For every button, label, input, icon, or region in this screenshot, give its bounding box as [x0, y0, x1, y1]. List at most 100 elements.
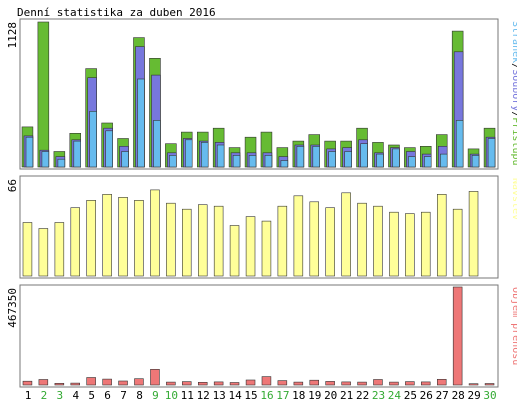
bar-návštěv-day-21 [341, 192, 351, 277]
bar-objem-přenosu-day-24 [389, 381, 399, 386]
panel-2-frame [19, 175, 499, 279]
bar-objem-přenosu-day-20 [325, 381, 335, 386]
bar-objem-přenosu-day-7 [118, 380, 128, 386]
bar-stránek-day-24 [392, 148, 400, 168]
x-tick-label-day-4: 4 [72, 389, 79, 402]
panel-3-legend: Objem přenosu [510, 287, 517, 365]
x-tick-label-day-27: 27 [436, 389, 449, 402]
bar-objem-přenosu-day-22 [357, 381, 367, 386]
bar-stránek-day-19 [312, 146, 320, 168]
x-tick-label-day-2: 2 [41, 389, 48, 402]
bar-stránek-day-5 [89, 111, 97, 168]
bar-objem-přenosu-day-27 [436, 378, 447, 386]
x-tick-label-day-3: 3 [56, 389, 63, 402]
panel-2-legend: Návštěv [510, 178, 517, 220]
x-tick-label-day-15: 15 [244, 389, 257, 402]
bar-návštěv-day-15 [245, 216, 256, 277]
bar-objem-přenosu-day-12 [198, 381, 208, 386]
bar-stránek-day-22 [360, 143, 368, 168]
bar-objem-přenosu-day-23 [373, 379, 383, 386]
bar-návštěv-day-22 [357, 202, 367, 277]
bar-stránek-day-14 [232, 155, 241, 168]
legend-entry: Návštěv [510, 178, 517, 220]
bar-návštěv-day-14 [229, 225, 240, 277]
bar-stránek-day-27 [439, 153, 448, 168]
x-tick-label-day-8: 8 [136, 389, 143, 402]
bar-stránek-day-9 [153, 120, 161, 168]
x-tick-label-day-28: 28 [452, 389, 465, 402]
bar-objem-přenosu-day-19 [309, 379, 319, 386]
bar-stránek-day-30 [487, 138, 496, 168]
legend-entry: Stránek [510, 21, 517, 63]
bar-návštěv-day-10 [166, 202, 176, 277]
bar-stránek-day-28 [455, 120, 464, 168]
bar-objem-přenosu-day-9 [150, 368, 160, 386]
bar-objem-přenosu-day-13 [213, 381, 224, 386]
bar-stránek-day-13 [216, 144, 225, 168]
bar-objem-přenosu-day-8 [134, 378, 144, 386]
x-tick-label-day-17: 17 [276, 389, 289, 402]
bar-stránek-day-15 [248, 155, 257, 168]
bar-návštěv-day-20 [325, 207, 335, 277]
bar-návštěv-day-25 [405, 213, 415, 277]
bar-návštěv-day-13 [213, 205, 224, 277]
bar-objem-přenosu-day-11 [182, 381, 192, 386]
bar-objem-přenosu-day-1 [22, 380, 33, 386]
bar-stránek-day-20 [328, 151, 336, 168]
bar-objem-přenosu-day-4 [70, 382, 81, 386]
bar-stránek-day-8 [137, 78, 145, 168]
bar-objem-přenosu-day-10 [166, 381, 176, 386]
legend-entry: Objem přenosu [510, 287, 517, 365]
bar-stránek-day-11 [185, 139, 193, 168]
panel-1-legend: Stránek/Soubory/Přístupů [510, 21, 517, 166]
bar-objem-přenosu-day-2 [38, 379, 49, 386]
bar-objem-přenosu-day-5 [86, 377, 96, 386]
bar-stránek-day-6 [105, 130, 113, 168]
bar-stránek-day-7 [121, 151, 129, 168]
x-tick-label-day-21: 21 [340, 389, 353, 402]
bar-stránek-day-12 [201, 142, 209, 168]
x-tick-label-day-6: 6 [104, 389, 111, 402]
bar-objem-přenosu-day-26 [420, 381, 431, 386]
legend-entry: Soubory [510, 69, 517, 111]
bar-objem-přenosu-day-6 [102, 378, 112, 386]
bar-stránek-day-23 [376, 153, 384, 168]
x-tick-label-day-5: 5 [88, 389, 95, 402]
x-tick-label-day-14: 14 [228, 389, 242, 402]
x-tick-label-day-24: 24 [388, 389, 402, 402]
bar-objem-přenosu-day-25 [405, 381, 415, 386]
legend-entry: Přístupů [510, 117, 517, 165]
panel-3-axis-max: 467350 [6, 288, 19, 328]
bar-návštěv-day-11 [182, 208, 192, 277]
bar-návštěv-day-19 [309, 201, 319, 277]
x-tick-label-day-10: 10 [165, 389, 178, 402]
bar-návštěv-day-18 [293, 195, 304, 277]
bar-objem-přenosu-day-16 [261, 376, 272, 386]
bar-návštěv-day-26 [420, 211, 431, 277]
bar-přístupů-day-2 [37, 21, 50, 168]
x-tick-label-day-29: 29 [467, 389, 480, 402]
bar-návštěv-day-2 [38, 228, 49, 277]
bar-stránek-day-2 [41, 151, 50, 168]
bar-stránek-day-10 [169, 155, 177, 168]
panel-3-frame [19, 284, 499, 388]
bar-stránek-day-1 [25, 136, 34, 168]
bar-objem-přenosu-day-17 [277, 380, 288, 386]
bar-návštěv-day-27 [436, 194, 447, 277]
bar-objem-přenosu-day-28 [452, 286, 463, 386]
bar-stránek-day-16 [264, 155, 273, 168]
bar-objem-přenosu-day-15 [245, 379, 256, 386]
x-tick-label-day-13: 13 [213, 389, 226, 402]
bar-stránek-day-29 [471, 155, 480, 168]
x-tick-label-day-26: 26 [420, 389, 433, 402]
bar-objem-přenosu-day-30 [484, 383, 495, 386]
bar-stránek-day-18 [296, 146, 305, 168]
x-tick-label-day-23: 23 [372, 389, 385, 402]
bar-návštěv-day-4 [70, 207, 81, 277]
x-tick-label-day-30: 30 [483, 389, 496, 402]
bar-návštěv-day-8 [134, 200, 144, 277]
bar-objem-přenosu-day-14 [229, 382, 240, 386]
bar-návštěv-day-7 [118, 197, 128, 277]
panel-2-axis-max: 66 [6, 179, 19, 192]
